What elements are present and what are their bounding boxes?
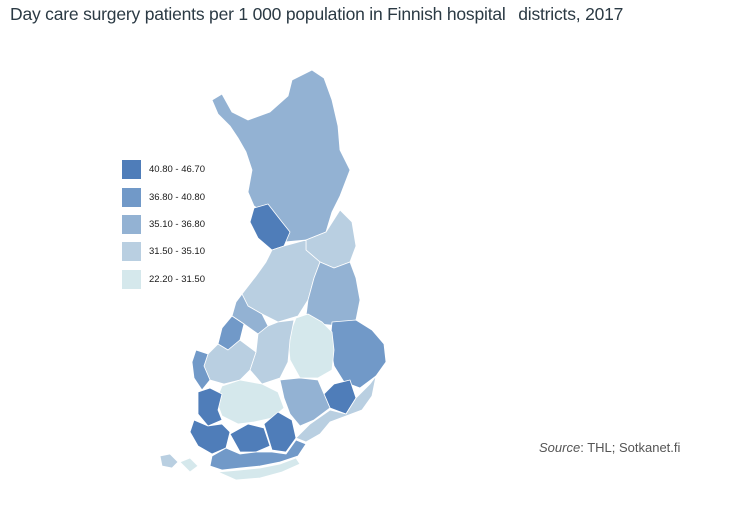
region-coast-south bbox=[191, 349, 211, 391]
legend-label: 22.20 - 31.50 bbox=[149, 273, 205, 285]
region-kanta-hame bbox=[229, 423, 271, 453]
region-uusimaa-dark bbox=[263, 411, 297, 453]
legend-item: 40.80 - 46.70 bbox=[122, 156, 205, 183]
legend-item: 31.50 - 35.10 bbox=[122, 238, 205, 265]
region-keski-suomi bbox=[287, 313, 335, 379]
legend-item: 36.80 - 40.80 bbox=[122, 183, 205, 210]
region-paijat-hame bbox=[279, 377, 331, 427]
legend-swatch bbox=[122, 187, 141, 207]
legend-item: 35.10 - 36.80 bbox=[122, 211, 205, 238]
legend-label: 40.80 - 46.70 bbox=[149, 164, 205, 176]
region-satakunta bbox=[197, 387, 223, 427]
legend-swatch bbox=[122, 160, 141, 180]
region-pohjois-karjala bbox=[329, 319, 387, 389]
region-archipelago-2 bbox=[179, 457, 199, 473]
region-lapland bbox=[211, 69, 351, 243]
region-southeast bbox=[295, 375, 377, 443]
legend-label: 36.80 - 40.80 bbox=[149, 191, 205, 203]
legend-swatch bbox=[122, 269, 141, 289]
map-title: Day care surgery patients per 1 000 popu… bbox=[10, 4, 623, 25]
legend-label: 35.10 - 36.80 bbox=[149, 218, 205, 230]
legend-swatch bbox=[122, 214, 141, 234]
legend-label: 31.50 - 35.10 bbox=[149, 246, 205, 258]
title-part-1: Day care surgery patients per 1 000 popu… bbox=[10, 4, 506, 24]
region-pohjois-pohjanmaa bbox=[241, 239, 321, 323]
source-label: Source bbox=[539, 440, 581, 455]
region-south-coast bbox=[217, 457, 301, 481]
source-text: : THL; Sotkanet.fi bbox=[580, 440, 681, 455]
region-uusimaa bbox=[209, 439, 307, 471]
legend-item: 22.20 - 31.50 bbox=[122, 266, 205, 293]
legend: 40.80 - 46.70 36.80 - 40.80 35.10 - 36.8… bbox=[122, 156, 205, 293]
region-archipelago bbox=[159, 453, 179, 469]
source-note: Source: THL; Sotkanet.fi bbox=[539, 440, 680, 455]
title-part-2: districts, 2017 bbox=[518, 4, 624, 24]
legend-swatch bbox=[122, 242, 141, 262]
